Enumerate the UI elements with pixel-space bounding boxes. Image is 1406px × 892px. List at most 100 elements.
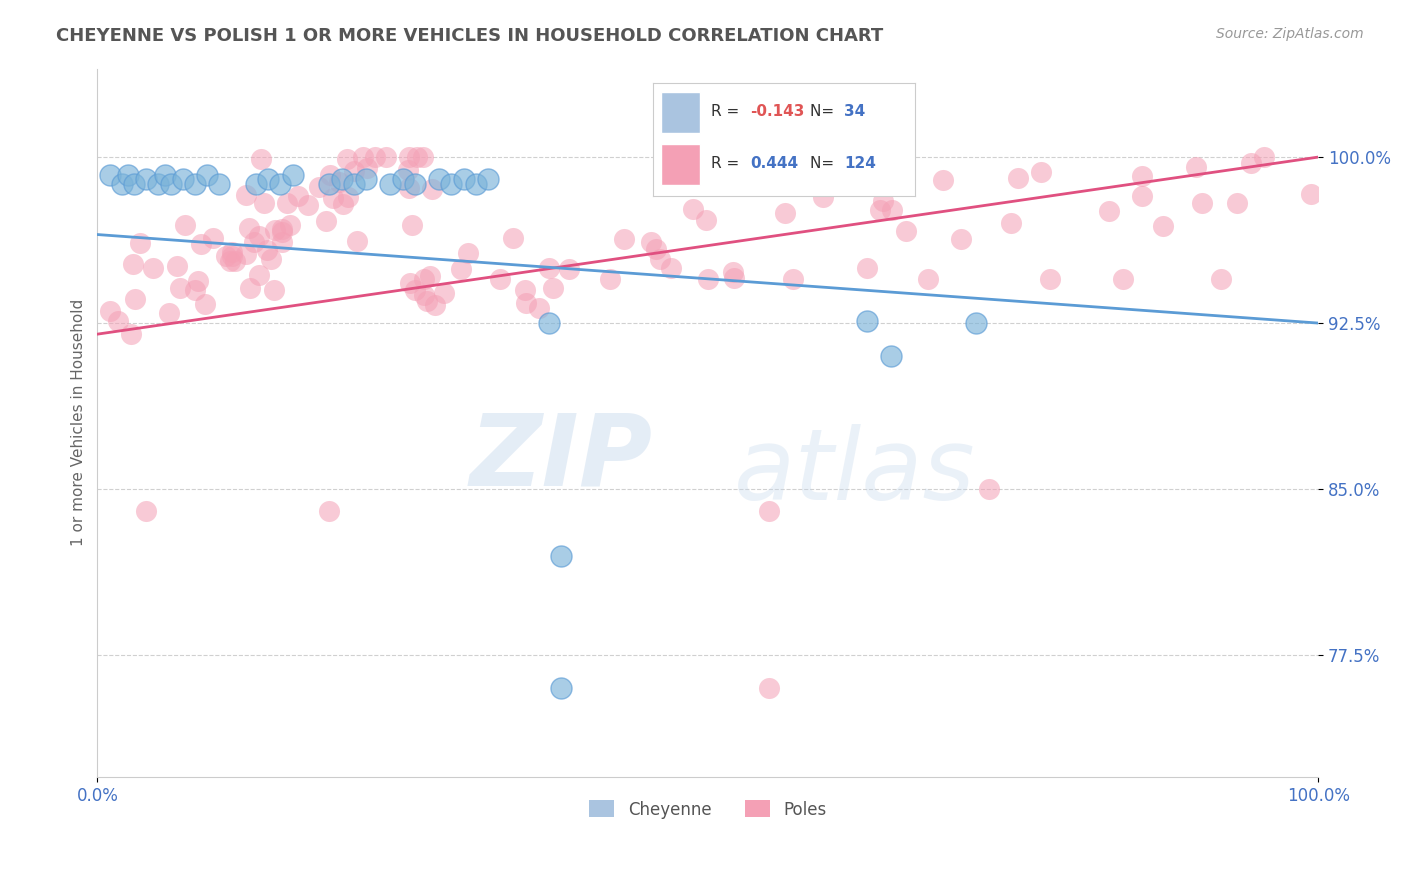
Point [1130, 189, 1153, 203]
Point [142, 261, 165, 276]
Point [1191, 196, 1213, 211]
Point [343, 177, 366, 191]
Point [111, 177, 134, 191]
Point [398, 150, 420, 164]
Text: CHEYENNE VS POLISH 1 OR MORE VEHICLES IN HOUSEHOLD CORRELATION CHART: CHEYENNE VS POLISH 1 OR MORE VEHICLES IN… [56, 27, 883, 45]
Point [287, 188, 309, 202]
Point [450, 261, 472, 276]
Point [538, 316, 561, 330]
Point [758, 504, 780, 518]
Point [502, 230, 524, 244]
Point [550, 549, 572, 563]
Point [398, 181, 420, 195]
Point [322, 191, 344, 205]
Point [247, 268, 270, 282]
Point [1007, 170, 1029, 185]
Text: atlas: atlas [734, 424, 976, 521]
Point [354, 172, 377, 186]
Point [195, 168, 218, 182]
Point [949, 232, 972, 246]
Point [243, 235, 266, 250]
Point [159, 177, 181, 191]
Point [1130, 169, 1153, 183]
Point [977, 482, 1000, 496]
Point [263, 223, 285, 237]
Point [557, 262, 579, 277]
Point [880, 349, 903, 363]
Point [543, 281, 565, 295]
Point [464, 177, 486, 191]
Point [427, 172, 450, 186]
Point [260, 252, 283, 266]
Point [337, 190, 360, 204]
Point [117, 168, 139, 182]
Point [869, 202, 891, 217]
Point [529, 301, 551, 315]
Point [346, 234, 368, 248]
Point [1029, 165, 1052, 179]
Point [124, 293, 146, 307]
Point [166, 259, 188, 273]
Point [308, 179, 330, 194]
Point [208, 177, 231, 191]
Point [120, 327, 142, 342]
Point [416, 293, 439, 308]
Text: ZIP: ZIP [470, 409, 652, 507]
Point [319, 168, 342, 182]
Point [477, 172, 499, 186]
Point [1039, 272, 1062, 286]
Point [412, 150, 434, 164]
Point [374, 150, 396, 164]
Point [190, 237, 212, 252]
Point [280, 218, 302, 232]
Point [917, 272, 939, 286]
Point [453, 172, 475, 186]
Point [782, 272, 804, 286]
Point [401, 219, 423, 233]
Point [696, 272, 718, 286]
Point [174, 219, 197, 233]
Point [412, 271, 434, 285]
Point [153, 168, 176, 182]
Point [515, 296, 537, 310]
Point [1000, 216, 1022, 230]
Point [1152, 219, 1174, 234]
Point [235, 246, 257, 260]
Point [297, 198, 319, 212]
Point [221, 244, 243, 259]
Point [330, 172, 353, 186]
Point [550, 681, 572, 696]
Point [253, 195, 276, 210]
Point [184, 177, 207, 191]
Point [1240, 156, 1263, 170]
Point [682, 202, 704, 217]
Point [723, 270, 745, 285]
Point [404, 177, 426, 191]
Point [247, 228, 270, 243]
Point [775, 206, 797, 220]
Point [391, 172, 413, 186]
Point [135, 504, 157, 518]
Point [263, 283, 285, 297]
Point [1184, 160, 1206, 174]
Point [396, 162, 419, 177]
Point [1225, 195, 1247, 210]
Point [318, 504, 340, 518]
Point [235, 187, 257, 202]
Point [107, 314, 129, 328]
Point [432, 286, 454, 301]
Point [221, 249, 243, 263]
Point [758, 681, 780, 696]
Point [256, 244, 278, 258]
Point [1253, 150, 1275, 164]
Point [276, 196, 298, 211]
Point [872, 194, 894, 208]
Point [440, 177, 463, 191]
Point [219, 253, 242, 268]
Point [457, 246, 479, 260]
Point [356, 161, 378, 176]
Point [271, 225, 294, 239]
Point [695, 213, 717, 227]
Point [1098, 204, 1121, 219]
Point [245, 177, 267, 191]
